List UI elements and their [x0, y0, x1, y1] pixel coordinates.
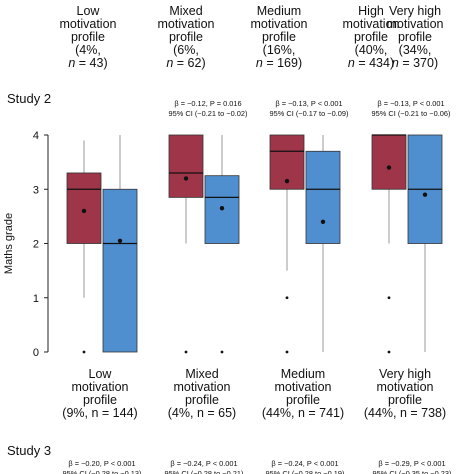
study-3-beta-stat: β = −0.20, P < 0.001 — [68, 459, 135, 468]
study-3-beta-stat: β = −0.24, P < 0.001 — [170, 459, 237, 468]
y-tick-label: 0 — [33, 347, 39, 359]
study-3-ci-stat: 95% CI (−0.28 to −0.19) — [266, 469, 345, 474]
x-category-pct-n: (44%, n = 741) — [262, 406, 344, 420]
x-category-label: motivation — [377, 380, 434, 394]
red-series-mean-point — [386, 165, 392, 170]
profile-header-line: profile — [262, 30, 296, 44]
x-category-label: Mixed — [185, 367, 218, 381]
profile-header-pct: (16%, — [263, 43, 296, 57]
profile-header-line: Mixed — [169, 4, 202, 18]
profile-header-pct: (6%, — [173, 43, 199, 57]
profile-header-pct: (4%, — [75, 43, 101, 57]
x-category-label: profile — [83, 393, 117, 407]
x-category-label: Medium — [281, 367, 325, 381]
blue-series-mean-point — [320, 219, 326, 224]
red-series-outlier-point — [285, 350, 289, 354]
study-2-ci-stat: 95% CI (−0.17 to −0.09) — [270, 109, 349, 118]
x-category-label: motivation — [174, 380, 231, 394]
study-3-ci-stat: 95% CI (−0.28 to −0.13) — [63, 469, 142, 474]
blue-series-mean-point — [117, 238, 123, 243]
profile-header-n: n = 370) — [392, 56, 438, 70]
red-series-outlier-point — [184, 350, 188, 354]
y-tick-label: 2 — [33, 239, 39, 251]
blue-series-outlier-point — [220, 350, 224, 354]
red-series-outlier-point — [285, 296, 289, 300]
study-2-beta-stat: β = −0.13, P < 0.001 — [377, 99, 444, 108]
red-series-box — [66, 172, 102, 244]
red-series-outlier-point — [387, 350, 391, 354]
profile-header-line: motivation — [387, 17, 444, 31]
study-3-beta-stat: β = −0.24, P < 0.001 — [271, 459, 338, 468]
x-category-label: Low — [89, 367, 113, 381]
study-2-ci-stat: 95% CI (−0.21 to −0.06) — [372, 109, 451, 118]
x-category-label: Very high — [379, 367, 431, 381]
x-category-label: profile — [286, 393, 320, 407]
red-series-outlier-point — [387, 296, 391, 300]
blue-series-box — [305, 150, 341, 244]
study-2-label: Study 2 — [7, 91, 51, 106]
study-3-ci-stat: 95% CI (−0.35 to −0.23) — [373, 469, 452, 474]
red-series-outlier-point — [82, 350, 86, 354]
blue-series-box — [102, 188, 138, 353]
study-3-beta-stat: β = −0.29, P < 0.001 — [378, 459, 445, 468]
red-series-mean-point — [284, 178, 290, 184]
profile-header-pct: (34%, — [399, 43, 432, 57]
profile-header-n: n = 169) — [256, 56, 302, 70]
x-category-label: profile — [185, 393, 219, 407]
profile-header-line: motivation — [343, 17, 400, 31]
profile-header-n: n = 62) — [166, 56, 205, 70]
profile-header-line: profile — [354, 30, 388, 44]
profile-header-pct: (40%, — [355, 43, 388, 57]
profile-header-n: n = 43) — [68, 56, 107, 70]
study-2-beta-stat: β = −0.13, P < 0.001 — [275, 99, 342, 108]
profile-header-line: motivation — [251, 17, 308, 31]
red-series-box — [168, 134, 204, 198]
study-3-ci-stat: 95% CI (−0.28 to −0.21) — [165, 469, 244, 474]
profile-header-n: n = 434) — [348, 56, 394, 70]
x-category-pct-n: (44%, n = 738) — [364, 406, 446, 420]
profile-header-line: profile — [169, 30, 203, 44]
study-2-beta-stat: β = −0.12, P = 0.016 — [174, 99, 241, 108]
red-series-mean-point — [183, 176, 189, 181]
profile-header-line: profile — [71, 30, 105, 44]
red-series-mean-point — [81, 208, 87, 214]
y-tick-label: 1 — [33, 293, 39, 305]
blue-series-mean-point — [422, 192, 428, 197]
x-category-pct-n: (4%, n = 65) — [168, 406, 236, 420]
x-category-label: motivation — [275, 380, 332, 394]
y-tick-label: 3 — [33, 184, 39, 196]
blue-series-mean-point — [219, 206, 225, 211]
y-tick-label: 4 — [33, 130, 39, 142]
study-2-ci-stat: 95% CI (−0.21 to −0.02) — [169, 109, 248, 118]
red-series-box — [371, 134, 407, 190]
y-axis-label: Maths grade — [3, 213, 15, 274]
profile-header-line: profile — [398, 30, 432, 44]
x-category-label: motivation — [72, 380, 129, 394]
x-category-label: profile — [388, 393, 422, 407]
study-3-label: Study 3 — [7, 443, 51, 458]
profile-header-line: Medium — [257, 4, 301, 18]
profile-header-line: Low — [77, 4, 101, 18]
profile-header-line: Very high — [389, 4, 441, 18]
profile-header-line: High — [358, 4, 384, 18]
profile-header-line: motivation — [158, 17, 215, 31]
profile-header-line: motivation — [60, 17, 117, 31]
x-category-pct-n: (9%, n = 144) — [62, 406, 137, 420]
